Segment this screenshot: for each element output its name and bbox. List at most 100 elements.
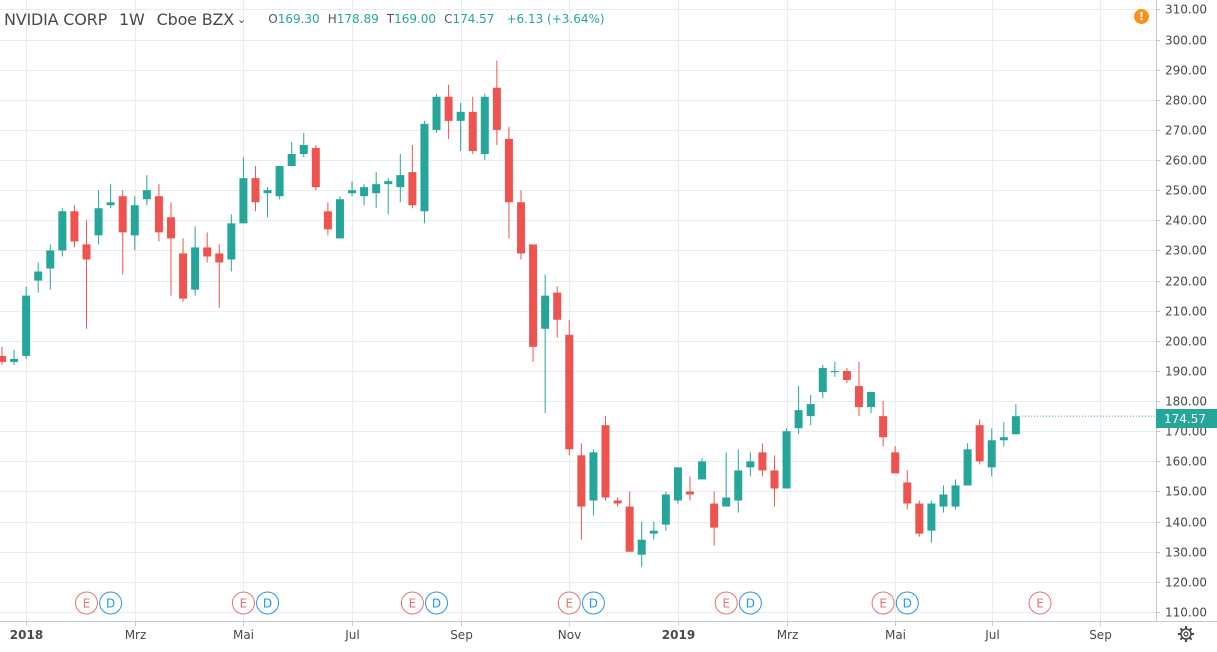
price-axis[interactable]: 110.00120.00130.00140.00150.00160.00170.… (1156, 3, 1207, 620)
candle-body (1011, 416, 1020, 435)
candle-body (70, 211, 79, 242)
earnings-marker-label: E (879, 597, 887, 611)
candle-body (287, 154, 296, 167)
time-axis-label: Mrz (125, 628, 147, 642)
earnings-marker[interactable] (74, 591, 98, 615)
candle-body (0, 355, 6, 362)
earnings-marker[interactable] (1028, 591, 1052, 615)
close-value: 174.57 (452, 12, 495, 26)
candle-body (420, 123, 429, 212)
high-value: 178.89 (336, 12, 379, 26)
dividend-marker-label: D (903, 597, 912, 611)
candle-body (867, 392, 876, 408)
candle-body (818, 367, 827, 393)
chart-grid (0, 0, 1156, 622)
price-axis-label: 120.00 (1165, 576, 1207, 590)
dividend-marker[interactable] (738, 591, 762, 615)
dividend-marker-label: D (263, 597, 272, 611)
earnings-marker-label: E (240, 597, 248, 611)
earnings-marker[interactable] (557, 591, 581, 615)
earnings-marker-label: E (409, 597, 417, 611)
candle-body (118, 196, 127, 233)
candle-body (879, 416, 888, 438)
candle-body (685, 491, 694, 495)
open-value: 169.30 (277, 12, 320, 26)
price-change: +6.13 (+3.64%) (506, 12, 605, 26)
candle-body (577, 455, 586, 507)
candlestick-series (0, 60, 1156, 567)
price-axis-label: 310.00 (1165, 3, 1207, 17)
earnings-marker-label: E (565, 597, 573, 611)
price-axis-label: 130.00 (1165, 546, 1207, 560)
candle-body (492, 87, 501, 130)
candle-body (142, 190, 151, 200)
dividend-marker[interactable] (425, 591, 449, 615)
candle-body (782, 431, 791, 489)
price-axis-label: 160.00 (1165, 455, 1207, 469)
time-axis-label: Sep (450, 628, 473, 642)
price-axis-label: 300.00 (1165, 34, 1207, 48)
candle-body (637, 539, 646, 555)
price-axis-label: 140.00 (1165, 516, 1207, 530)
candle-body (468, 111, 477, 152)
candle-body (22, 295, 31, 356)
candle-body (601, 425, 610, 498)
dividend-marker[interactable] (99, 591, 123, 615)
price-axis-label: 270.00 (1165, 124, 1207, 138)
candle-body (10, 358, 19, 362)
price-axis-label: 180.00 (1165, 395, 1207, 409)
dividend-marker-label: D (432, 597, 441, 611)
chart-legend: NVIDIA CORP 1W Cboe BZX ⌄ O169.30 H178.8… (4, 8, 605, 30)
earnings-marker[interactable] (871, 591, 895, 615)
earnings-marker[interactable] (714, 591, 738, 615)
candle-body (166, 217, 175, 239)
price-axis-label: 220.00 (1165, 275, 1207, 289)
time-axis-label: 2019 (662, 628, 695, 642)
earnings-marker[interactable] (231, 591, 255, 615)
candle-body (263, 190, 272, 194)
interval-label[interactable]: 1W (119, 9, 145, 29)
chevron-down-icon[interactable]: ⌄ (237, 12, 247, 26)
candle-body (323, 211, 332, 230)
time-axis-label: Mai (885, 628, 906, 642)
close-label: C (444, 12, 453, 26)
candle-body (903, 482, 912, 504)
price-axis-label: 200.00 (1165, 335, 1207, 349)
candle-body (335, 199, 344, 239)
dividend-marker[interactable] (895, 591, 919, 615)
dividend-marker[interactable] (581, 591, 605, 615)
time-axis[interactable]: 2018 Mrz Mai Jul Sep Nov 2019 Mrz Mai Jul Sep (10, 622, 1112, 642)
exchange-label[interactable]: Cboe BZX (156, 9, 235, 29)
settings-gear-icon[interactable] (1178, 626, 1194, 642)
earnings-marker-label: E (1036, 597, 1044, 611)
candle-body (360, 187, 369, 197)
time-axis-label: Mrz (777, 628, 799, 642)
candle-body (806, 404, 815, 417)
time-axis-label: Nov (558, 628, 581, 642)
candle-body (999, 437, 1008, 441)
time-axis-label: Mai (233, 628, 254, 642)
alert-warning-icon[interactable]: ! (1134, 9, 1149, 24)
symbol-name[interactable]: NVIDIA CORP (4, 9, 108, 29)
dividend-marker[interactable] (256, 591, 280, 615)
candle-body (348, 190, 357, 194)
candle-body (939, 494, 948, 507)
time-axis-label: Jul (984, 628, 999, 642)
candle-body (408, 172, 417, 206)
candle-body (179, 253, 188, 299)
candle-body (649, 530, 658, 534)
price-axis-label: 110.00 (1165, 606, 1207, 620)
candle-body (927, 503, 936, 531)
candle-body (794, 410, 803, 429)
dividend-marker-label: D (106, 597, 115, 611)
candle-body (154, 196, 163, 233)
earnings-marker[interactable] (400, 591, 424, 615)
candle-body (517, 202, 526, 254)
candle-body (613, 500, 622, 504)
ohlc-open: O169.30 (268, 12, 319, 26)
candle-body (94, 208, 103, 236)
candle-body (854, 386, 863, 408)
dividend-marker-label: D (589, 597, 598, 611)
